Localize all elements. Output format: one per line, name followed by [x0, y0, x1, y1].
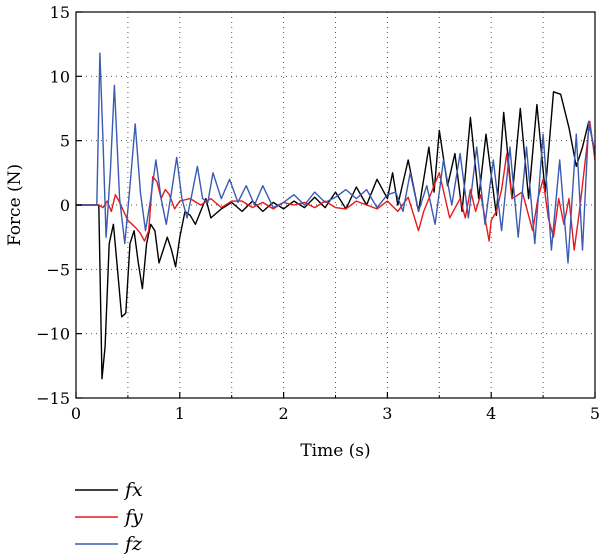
- y-axis-label: Force (N): [5, 164, 25, 246]
- y-tick-label: −15: [36, 389, 70, 408]
- x-tick-label: 2: [279, 404, 289, 423]
- legend-label-fy: fy: [123, 506, 143, 528]
- x-axis-label: Time (s): [300, 441, 370, 461]
- y-tick-label: 10: [50, 67, 70, 86]
- grid: [76, 12, 595, 398]
- x-tick-label: 5: [590, 404, 600, 423]
- x-tick-label: 4: [486, 404, 496, 423]
- series-line-fy: [76, 120, 596, 251]
- x-tick-label: 0: [71, 404, 81, 423]
- legend: fx fy fz: [75, 479, 143, 555]
- series-line-fx: [76, 91, 596, 380]
- x-tick-label: 1: [175, 404, 185, 423]
- y-tick-label: −5: [46, 260, 70, 279]
- y-tick-label: 5: [60, 132, 70, 151]
- x-tick-label: 3: [382, 404, 392, 423]
- tick-labels: 0 1 2 3 4 5 −15 −10 −5 0 5 10 15: [36, 3, 600, 423]
- y-tick-label: 0: [60, 196, 70, 215]
- series-layer: [76, 52, 596, 380]
- ticks: [75, 11, 596, 399]
- legend-label-fz: fz: [123, 533, 143, 555]
- y-tick-label: 15: [50, 3, 70, 22]
- series-line-fz: [76, 52, 596, 264]
- legend-label-fx: fx: [123, 479, 143, 501]
- plot-frame: [75, 11, 596, 399]
- y-tick-label: −10: [36, 325, 70, 344]
